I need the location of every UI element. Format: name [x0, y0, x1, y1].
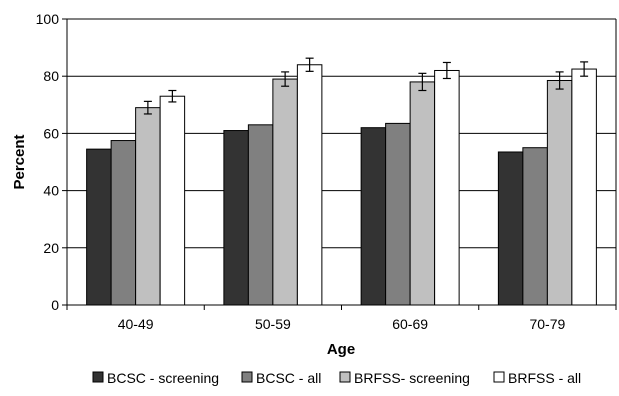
legend-swatch: [241, 371, 253, 383]
legend-swatch: [339, 371, 351, 383]
y-axis-title: Percent: [11, 134, 28, 189]
y-tick-label: 40: [43, 183, 59, 199]
x-tick-label: 40-49: [118, 316, 154, 332]
legend-label: BCSC - all: [256, 370, 321, 386]
legend: BCSC - screening BCSC - all BRFSS- screeni…: [92, 370, 581, 386]
legend-label: BRFSS - all: [508, 370, 581, 386]
bar: [110, 140, 137, 306]
bar: [223, 130, 249, 306]
x-tick-labels: 40-49 50-59 60-69 70-79: [118, 316, 566, 332]
bar: [385, 122, 411, 306]
y-tick-label: 20: [43, 240, 59, 256]
bar: [159, 95, 186, 306]
legend-swatch: [493, 371, 505, 383]
y-tick-labels: 0 20 40 60 80 100: [36, 11, 60, 313]
x-tick-label: 70-79: [529, 316, 565, 332]
bars: [86, 57, 597, 306]
bar: [247, 124, 274, 306]
legend-label: BCSC - screening: [107, 370, 219, 386]
bar: [360, 127, 387, 306]
bar: [409, 81, 436, 306]
x-tick-label: 60-69: [392, 316, 428, 332]
bar: [571, 68, 597, 306]
x-tick-label: 50-59: [255, 316, 291, 332]
y-tick-label: 80: [43, 68, 59, 84]
bar: [272, 78, 298, 306]
bar: [522, 147, 548, 306]
legend-swatch: [92, 371, 104, 383]
bar: [135, 107, 161, 306]
y-tick-label: 100: [36, 11, 60, 27]
bar: [86, 148, 112, 306]
y-tick-label: 0: [51, 297, 59, 313]
legend-label: BRFSS- screening: [354, 370, 470, 386]
bar: [497, 151, 524, 306]
bar: [546, 79, 573, 306]
axes: [62, 18, 617, 310]
bar: [296, 64, 323, 306]
y-tick-label: 60: [43, 125, 59, 141]
x-axis-title: Age: [327, 341, 355, 358]
bar: [434, 69, 460, 306]
